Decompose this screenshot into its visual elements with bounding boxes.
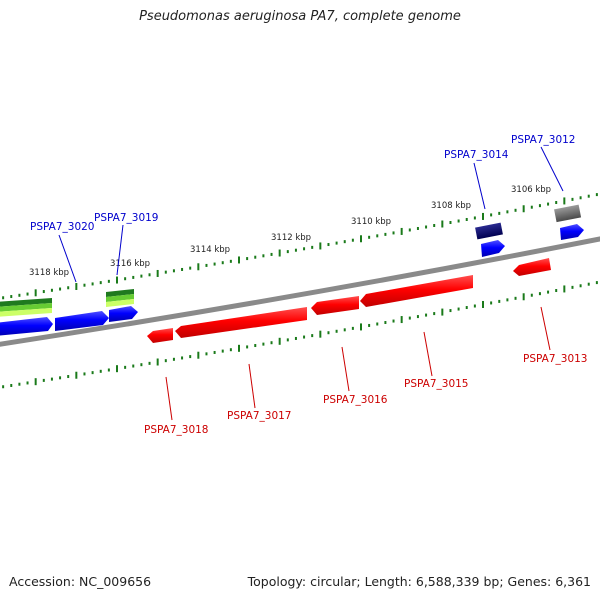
- feature-block-gray: [554, 204, 582, 223]
- gene-PSPA7_3018-arrow[interactable]: [147, 328, 173, 343]
- scale-label-3108: 3108 kbp: [431, 201, 471, 211]
- accession-label: Accession: NC_009656: [9, 574, 152, 589]
- gene-PSPA7_3019-arrow[interactable]: [109, 306, 138, 322]
- forward-label-leaders: [58, 146, 564, 283]
- feature-block-navy: [475, 222, 503, 240]
- gene-label-PSPA7_3019[interactable]: PSPA7_3019: [94, 212, 159, 224]
- gene-label-PSPA7_3015[interactable]: PSPA7_3015: [404, 378, 469, 390]
- gene-label-PSPA7_3017[interactable]: PSPA7_3017: [227, 410, 292, 422]
- scale-label-3116: 3116 kbp: [110, 259, 150, 269]
- gene-label-PSPA7_3014[interactable]: PSPA7_3014: [444, 149, 509, 161]
- scale-label-3110: 3110 kbp: [351, 217, 391, 227]
- gene-label-PSPA7_3016[interactable]: PSPA7_3016: [323, 394, 388, 406]
- reverse-tick-ring: [2, 281, 598, 389]
- reverse-genes: [147, 258, 551, 343]
- gene-PSPA7_3016-arrow[interactable]: [311, 296, 359, 315]
- gene-label-PSPA7_3012[interactable]: PSPA7_3012: [511, 134, 576, 146]
- gene-label-PSPA7_3020[interactable]: PSPA7_3020: [30, 221, 95, 233]
- gene-PSPA7_3020b-arrow[interactable]: [55, 311, 109, 331]
- feature-track-green: [0, 289, 134, 317]
- forward-tick-ring: [2, 193, 598, 300]
- scale-label-3118: 3118 kbp: [29, 268, 69, 278]
- gene-PSPA7_3017-arrow[interactable]: [175, 307, 307, 338]
- scale-label-3114: 3114 kbp: [190, 245, 230, 255]
- map-title: Pseudomonas aeruginosa PA7, complete gen…: [139, 9, 461, 24]
- scale-label-3112: 3112 kbp: [271, 233, 311, 243]
- gene-label-PSPA7_3018[interactable]: PSPA7_3018: [144, 424, 209, 436]
- reverse-label-leaders: [165, 306, 551, 421]
- gene-PSPA7_3012-arrow[interactable]: [560, 224, 584, 240]
- gene-PSPA7_3013-arrow[interactable]: [513, 258, 551, 276]
- gene-label-PSPA7_3013[interactable]: PSPA7_3013: [523, 353, 588, 365]
- scale-label-3106: 3106 kbp: [511, 185, 551, 195]
- gene-PSPA7_3015-arrow[interactable]: [360, 275, 473, 307]
- gene-PSPA7_3020-arrow[interactable]: [0, 317, 53, 336]
- genome-backbone: [0, 236, 600, 347]
- gene-PSPA7_3014-arrow[interactable]: [481, 240, 505, 257]
- genome-summary: Topology: circular; Length: 6,588,339 bp…: [247, 574, 591, 589]
- forward-genes: [0, 224, 584, 336]
